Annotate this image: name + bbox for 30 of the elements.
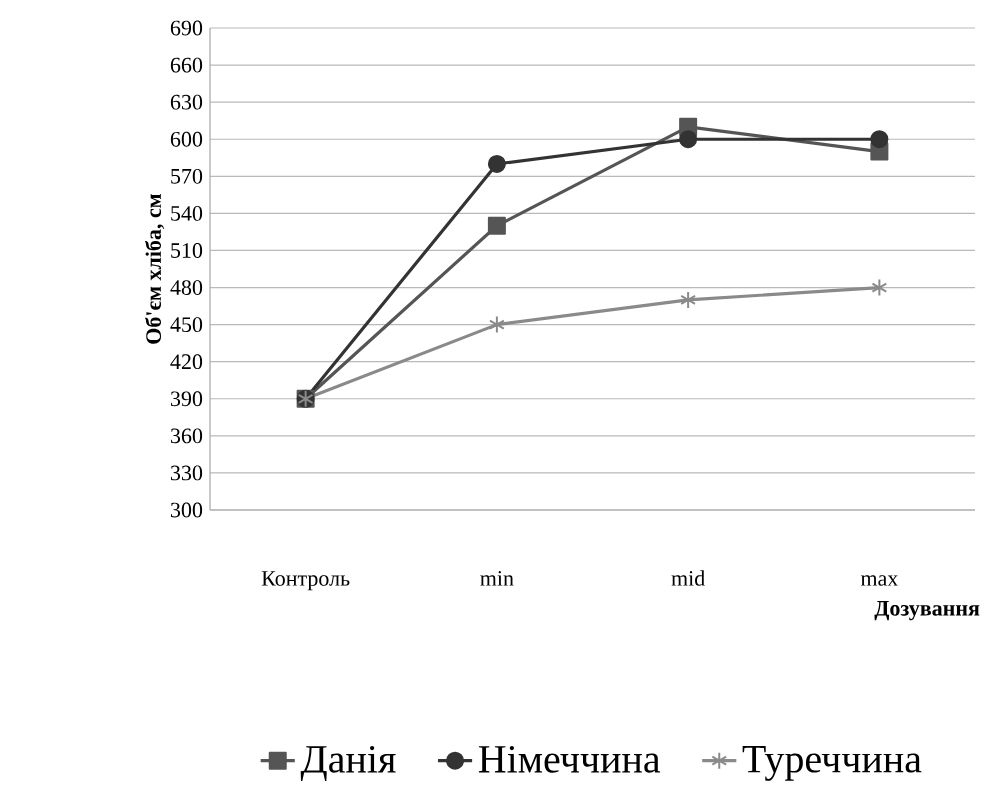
- point: [487, 216, 506, 235]
- y-tick-label: 300: [171, 502, 203, 518]
- x-tick-label: max: [860, 575, 899, 586]
- point: [679, 130, 698, 149]
- x-tick-label: min: [480, 571, 514, 586]
- point: [680, 290, 697, 309]
- y-tick-label: 420: [170, 354, 203, 370]
- y-tick-label: 450: [170, 317, 203, 333]
- x-tick-label: Контроль: [261, 571, 350, 591]
- legend-label: Туреччина: [742, 746, 922, 781]
- y-tick-label: 630: [170, 94, 203, 110]
- y-axis-title: Об'єм хліба, см: [145, 193, 165, 344]
- y-tick-label: 510: [171, 243, 203, 258]
- y-tick-label: 480: [170, 280, 203, 295]
- y-tick-label: 540: [171, 205, 203, 221]
- x-tick-label: mid: [671, 570, 705, 586]
- y-tick-label: 390: [171, 391, 203, 407]
- y-tick-label: 360: [171, 428, 203, 444]
- x-axis-title: Дозування: [874, 601, 980, 621]
- y-tick-label: 660: [170, 57, 203, 73]
- point: [870, 130, 889, 149]
- y-tick-label: 570: [171, 168, 203, 184]
- point: [871, 278, 888, 297]
- legend-label: Німеччина: [478, 745, 661, 773]
- y-tick-label: 600: [170, 131, 203, 147]
- legend-label: Данія: [300, 745, 396, 781]
- point: [488, 315, 505, 334]
- y-tick-label: 690: [170, 20, 203, 36]
- point: [487, 154, 506, 173]
- y-tick-label: 330: [171, 465, 203, 481]
